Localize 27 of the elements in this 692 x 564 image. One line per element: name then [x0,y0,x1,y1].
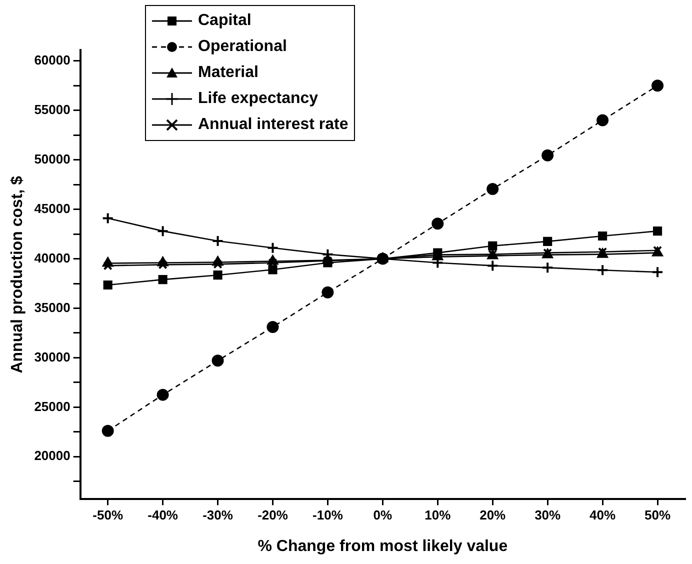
legend-label: Operational [198,37,287,57]
y-tick-label: 55000 [34,102,70,117]
x-tick-label: -50% [92,508,124,523]
x-tick-label: -30% [202,508,234,523]
x-tick-label: -40% [148,508,178,523]
y-tick-label: 45000 [34,200,70,216]
legend-label: Capital [198,11,252,31]
x-tick-label: -20% [258,508,288,523]
legend-label: Annual interest rate [198,115,348,135]
x-tick-label: 0% [373,508,393,523]
y-tick-label: 20000 [34,448,70,464]
x-tick-label: -10% [312,508,344,523]
y-axis-title: Annual production cost, $ [9,176,26,374]
x-tick-label: 20% [480,508,506,523]
legend-label: Material [198,63,258,83]
x-tick-label: 50% [644,508,671,523]
x-tick-label: 40% [590,508,616,523]
x-tick-label: 10% [424,508,452,523]
y-tick-label: 30000 [34,349,70,364]
x-tick-label: 30% [534,508,562,523]
y-tick-label: 25000 [34,398,70,414]
x-axis-title: % Change from most likely value [258,538,508,555]
y-tick-label: 35000 [34,300,70,315]
y-tick-label: 40000 [34,250,70,266]
legend-label: Life expectancy [198,89,318,109]
y-tick-label: 60000 [34,52,70,68]
y-tick-label: 50000 [34,151,70,166]
